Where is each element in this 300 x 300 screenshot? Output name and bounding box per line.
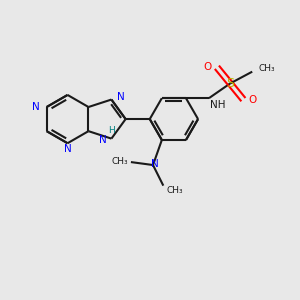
Text: CH₃: CH₃ <box>259 64 275 73</box>
Text: NH: NH <box>210 100 226 110</box>
Text: N: N <box>151 158 158 169</box>
Text: CH₃: CH₃ <box>166 185 183 194</box>
Text: H: H <box>108 126 115 135</box>
Text: S: S <box>226 77 234 90</box>
Text: N: N <box>99 135 107 145</box>
Text: N: N <box>64 143 71 154</box>
Text: N: N <box>32 102 40 112</box>
Text: O: O <box>249 94 257 105</box>
Text: N: N <box>117 92 125 102</box>
Text: CH₃: CH₃ <box>111 157 128 166</box>
Text: O: O <box>203 62 211 72</box>
